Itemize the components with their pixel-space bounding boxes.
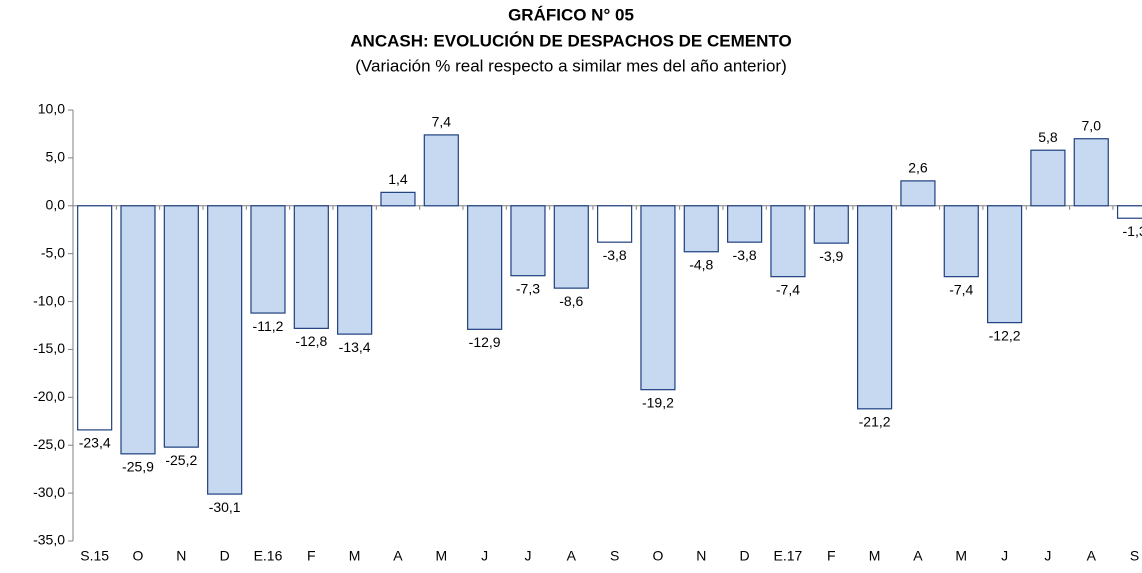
value-label: -4,8 <box>689 256 713 272</box>
chart-title: GRÁFICO N° 05 <box>508 5 634 24</box>
bar <box>986 205 1023 324</box>
value-label: -7,4 <box>776 281 800 297</box>
bar <box>337 205 373 335</box>
bar <box>77 205 113 431</box>
x-tick-label: M <box>869 548 881 564</box>
x-tick-label: F <box>827 548 836 564</box>
bar <box>380 191 416 207</box>
y-tick-label: -10,0 <box>33 292 65 308</box>
x-tick-label: D <box>740 548 750 564</box>
bar <box>293 205 329 329</box>
bar <box>250 205 286 314</box>
bar <box>727 205 763 243</box>
value-label: -1,3 <box>1123 223 1142 239</box>
value-label: -13,4 <box>339 339 371 355</box>
y-tick-label: 0,0 <box>46 196 66 212</box>
x-tick-label: N <box>696 548 706 564</box>
y-tick-label: -15,0 <box>33 340 65 356</box>
value-label: -25,2 <box>165 452 197 468</box>
x-tick-label: A <box>1087 548 1097 564</box>
bar <box>597 205 633 243</box>
value-label: -12,2 <box>989 327 1021 343</box>
y-tick-label: 10,0 <box>38 101 65 117</box>
x-tick-label: M <box>435 548 447 564</box>
x-tick-label: J <box>481 548 488 564</box>
bar <box>813 205 849 244</box>
value-label: 2,6 <box>908 160 928 176</box>
bar <box>510 205 546 277</box>
value-label: -12,8 <box>295 333 327 349</box>
y-tick-label: -5,0 <box>41 244 65 260</box>
bar <box>943 205 979 278</box>
bar <box>683 205 719 253</box>
value-label: 5,8 <box>1038 129 1058 145</box>
bar <box>1073 138 1109 207</box>
bar <box>163 205 199 448</box>
bar <box>770 205 806 278</box>
value-label: -3,8 <box>603 247 627 263</box>
x-tick-label: F <box>307 548 316 564</box>
value-label: -25,9 <box>122 459 154 475</box>
value-label: -8,6 <box>559 293 583 309</box>
x-tick-label: N <box>176 548 186 564</box>
bar <box>207 205 243 495</box>
y-tick-label: 5,0 <box>46 149 66 165</box>
value-label: -7,4 <box>949 281 973 297</box>
bar <box>640 205 676 391</box>
x-tick-label: A <box>567 548 577 564</box>
bar <box>120 205 156 455</box>
value-label: -21,2 <box>859 414 891 430</box>
bar <box>1030 149 1066 207</box>
x-tick-label: J <box>1044 548 1051 564</box>
value-label: -23,4 <box>79 435 111 451</box>
value-label: -3,9 <box>819 248 843 264</box>
x-tick-label: A <box>913 548 923 564</box>
bar <box>1116 205 1142 219</box>
x-tick-label: O <box>133 548 144 564</box>
bar <box>553 205 589 289</box>
x-tick-label: O <box>653 548 664 564</box>
bar <box>857 205 893 410</box>
y-tick-label: -20,0 <box>33 388 65 404</box>
value-label: 7,4 <box>432 114 452 130</box>
chart-subtitle: ANCASH: EVOLUCIÓN DE DESPACHOS DE CEMENT… <box>350 31 791 50</box>
bar <box>467 205 503 330</box>
x-tick-label: A <box>393 548 403 564</box>
x-tick-label: S <box>610 548 619 564</box>
value-label: 1,4 <box>388 171 408 187</box>
value-label: -12,9 <box>469 334 501 350</box>
bar <box>900 180 936 207</box>
x-tick-label: S <box>1130 548 1139 564</box>
x-tick-label: J <box>1001 548 1008 564</box>
y-tick-label: -35,0 <box>33 532 65 548</box>
value-label: -30,1 <box>209 499 241 515</box>
value-label: -19,2 <box>642 394 674 410</box>
x-tick-label: S.15 <box>80 548 109 564</box>
chart-caption: (Variación % real respecto a similar mes… <box>355 56 786 75</box>
x-tick-label: M <box>349 548 361 564</box>
x-tick-label: D <box>220 548 230 564</box>
value-label: -7,3 <box>516 280 540 296</box>
x-tick-label: E.16 <box>254 548 283 564</box>
x-tick-label: J <box>524 548 531 564</box>
y-tick-label: -30,0 <box>33 484 65 500</box>
value-label: -3,8 <box>733 247 757 263</box>
x-tick-label: M <box>955 548 967 564</box>
x-tick-label: E.17 <box>774 548 803 564</box>
value-label: -11,2 <box>253 318 284 334</box>
value-label: 7,0 <box>1082 117 1102 133</box>
bar <box>423 134 459 207</box>
y-tick-label: -25,0 <box>33 436 65 452</box>
